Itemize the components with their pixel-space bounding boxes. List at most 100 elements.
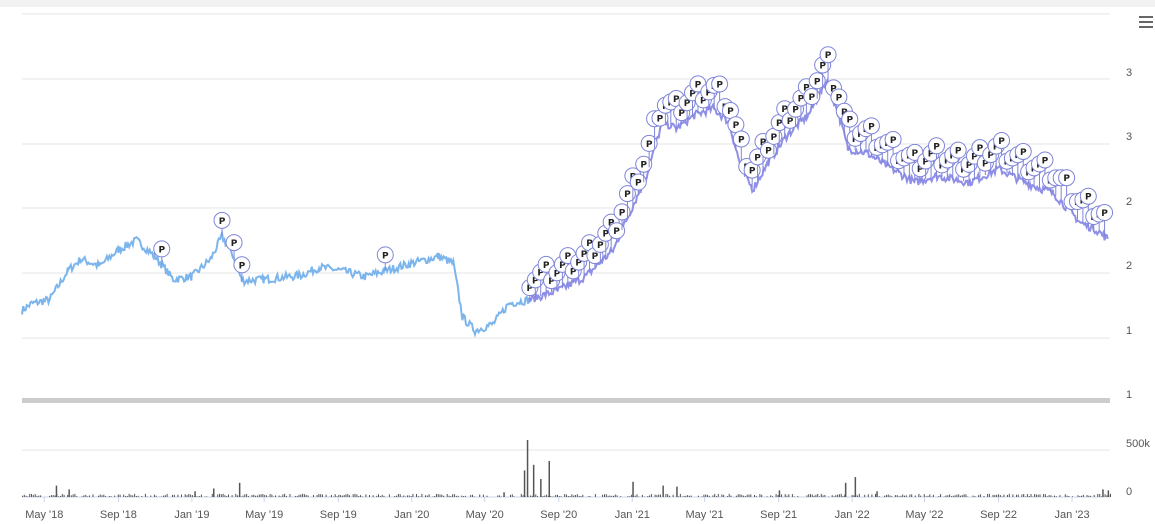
flag-marker[interactable]: P [759, 141, 777, 163]
volume-bar [285, 495, 287, 497]
volume-bar [482, 494, 484, 497]
volume-bar [63, 494, 65, 497]
volume-bar [620, 496, 622, 497]
flag-marker[interactable]: P [808, 72, 826, 99]
volume-bar [918, 493, 920, 497]
flag-marker[interactable]: P [213, 211, 231, 237]
volume-bar [473, 496, 475, 497]
flag-marker[interactable]: P [841, 110, 859, 150]
volume-bar [911, 494, 913, 497]
volume-bar [193, 496, 195, 497]
volume-bar [253, 494, 255, 497]
volume-bar [119, 494, 121, 497]
volume-bar [1044, 494, 1046, 497]
volume-bar [401, 496, 403, 497]
volume-bar [900, 495, 902, 497]
flag-marker[interactable]: P [640, 134, 658, 168]
volume-bar [1021, 494, 1023, 497]
volume-bar [1081, 495, 1083, 497]
y-tick-label: 2 [1126, 260, 1132, 272]
flag-marker[interactable]: P [629, 173, 647, 195]
volume-bar [443, 495, 445, 497]
volume-bar [271, 494, 273, 497]
volume-bar [52, 495, 54, 497]
flag-label: P [825, 51, 832, 61]
volume-bar [654, 494, 656, 497]
volume-bar [76, 496, 78, 497]
volume-bar [114, 495, 116, 497]
flag-marker[interactable]: P [613, 203, 631, 230]
volume-bar [560, 496, 562, 497]
flag-marker[interactable]: P [803, 88, 821, 109]
volume-bar [470, 494, 472, 497]
volume-bar [54, 495, 56, 497]
volume-bar [634, 495, 636, 497]
flag-marker[interactable]: P [376, 246, 394, 271]
flag-marker[interactable]: P [635, 155, 653, 183]
price-line-dense [528, 77, 1109, 304]
volume-bar [609, 495, 611, 497]
volume-bar [220, 494, 222, 497]
volume-bar [927, 495, 929, 497]
flag-marker[interactable]: P [819, 46, 837, 85]
volume-bar [669, 495, 670, 497]
volume-bar [594, 494, 596, 497]
volume-bar [815, 494, 817, 497]
volume-bar [305, 494, 307, 497]
panel-separator[interactable] [22, 398, 1110, 403]
volume-bar [188, 493, 190, 497]
volume-bar [105, 496, 107, 497]
volume-bar [743, 495, 745, 497]
volume-bar [940, 494, 942, 497]
flag-marker[interactable]: P [949, 141, 967, 181]
flag-marker[interactable]: P [765, 127, 783, 155]
flag-marker[interactable]: P [993, 131, 1011, 171]
volume-bar [29, 494, 31, 497]
volume-bar [553, 496, 555, 497]
flag-marker[interactable]: P [1058, 169, 1076, 208]
flag-label: P [678, 109, 685, 119]
volume-bar [828, 496, 830, 497]
volume-bar [770, 495, 772, 497]
volume-bar [419, 496, 421, 497]
volume-bar [448, 495, 450, 497]
volume-bar [772, 496, 773, 497]
volume-bar [1032, 496, 1034, 497]
x-tick-label: Jan '21 [615, 509, 650, 521]
flag-marker[interactable]: P [153, 240, 171, 265]
volume-bar [945, 495, 947, 497]
volume-bar [607, 495, 609, 497]
volume-bar [1102, 489, 1104, 497]
volume-bar [123, 494, 125, 497]
volume-bar [813, 495, 815, 497]
volume-bar [72, 494, 74, 497]
volume-bar [548, 461, 550, 497]
volume-bar [833, 496, 835, 497]
volume-bar [23, 494, 25, 497]
volume-bar [497, 495, 499, 497]
volume-bar [302, 493, 304, 497]
volume-bar [34, 494, 36, 497]
volume-bar [904, 495, 905, 497]
volume-bar [867, 494, 869, 497]
flag-marker[interactable]: P [233, 256, 251, 281]
volume-bar [68, 489, 70, 497]
volume-bar [379, 495, 381, 497]
volume-bar [604, 494, 605, 497]
flag-marker[interactable]: P [651, 109, 669, 131]
volume-bar [705, 494, 707, 497]
volume-bar [894, 495, 896, 497]
volume-bar [1050, 495, 1052, 497]
flag-marker[interactable]: P [618, 185, 636, 218]
flag-marker[interactable]: P [608, 222, 626, 243]
hamburger-menu-icon[interactable] [1138, 16, 1154, 32]
flag-marker[interactable]: P [927, 137, 945, 176]
flag-marker[interactable]: P [1096, 204, 1114, 237]
volume-bar [358, 496, 360, 497]
volume-bar [134, 493, 136, 497]
volume-bar [296, 496, 298, 497]
volume-bar [275, 495, 276, 497]
flag-marker[interactable]: P [225, 234, 243, 259]
flag-marker[interactable]: P [711, 75, 729, 115]
volume-bar [434, 496, 436, 497]
